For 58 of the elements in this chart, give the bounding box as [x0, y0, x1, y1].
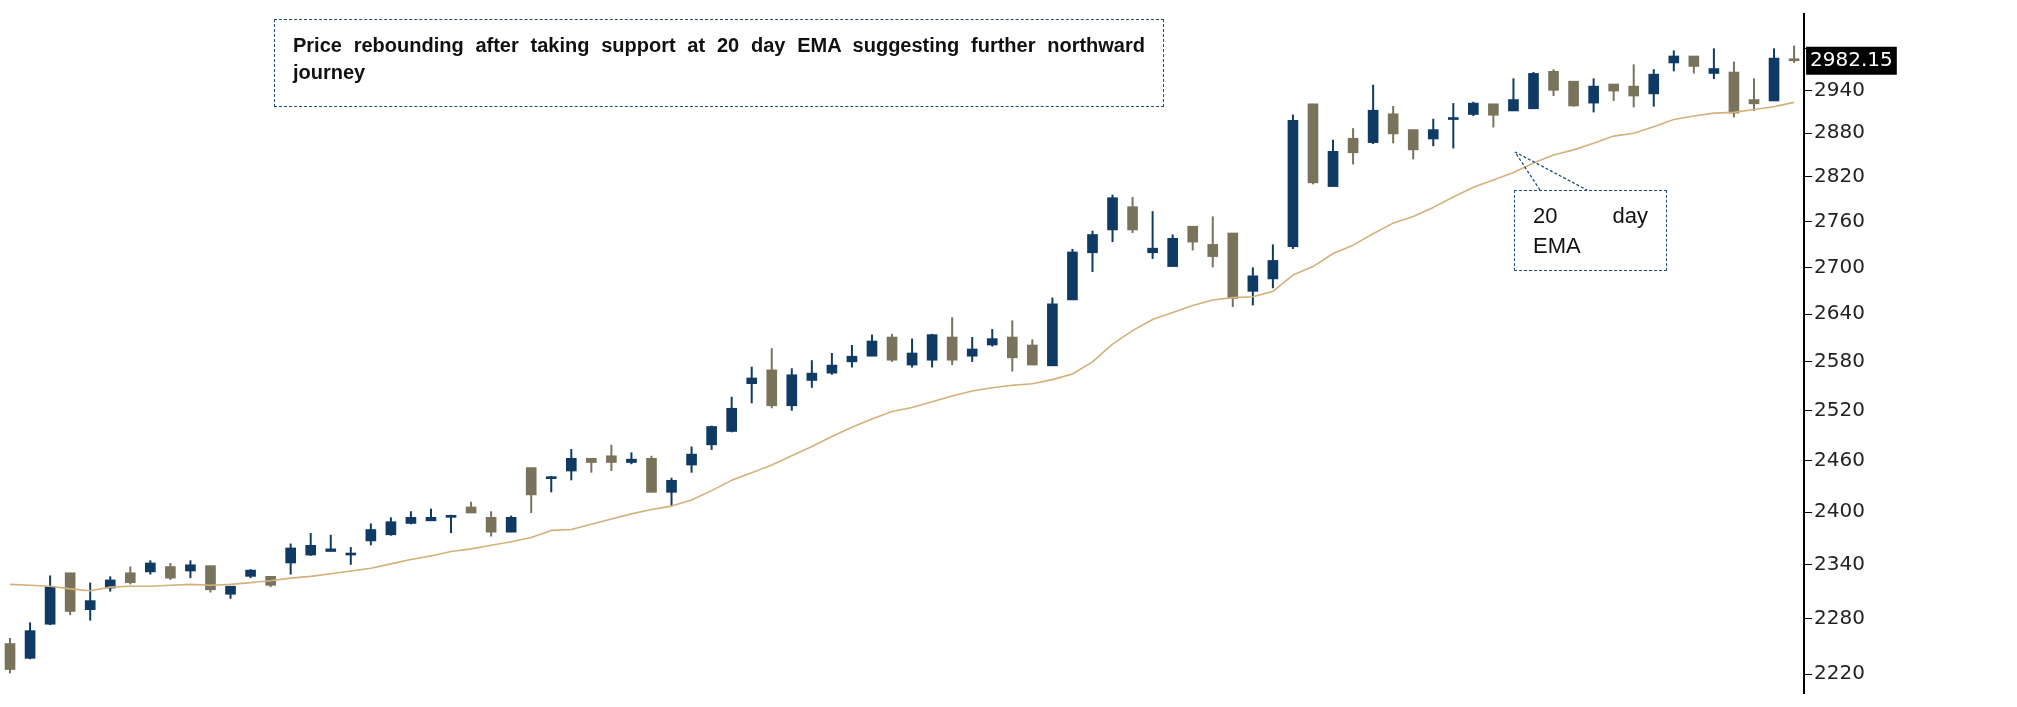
candlestick — [1588, 77, 1599, 114]
candlestick — [666, 476, 677, 508]
candlestick — [1147, 210, 1158, 260]
annotation: 20 day EMA — [1514, 190, 1667, 271]
y-tick-label: 2940 — [1814, 76, 1866, 101]
candlestick — [1187, 225, 1199, 252]
candlestick — [1247, 266, 1259, 307]
y-tick-label: 2820 — [1814, 163, 1866, 188]
candlestick — [1087, 229, 1098, 273]
candlestick — [1668, 49, 1680, 73]
y-tick-label: 2520 — [1814, 396, 1866, 421]
candlestick — [485, 510, 497, 538]
y-tick-label: 2580 — [1814, 348, 1866, 373]
candlestick — [1207, 215, 1219, 269]
candlestick — [706, 424, 717, 451]
candlestick — [1006, 319, 1018, 373]
candlestick — [305, 532, 317, 557]
candlestick — [1407, 128, 1419, 161]
candlestick — [1648, 68, 1660, 108]
candlestick — [285, 542, 296, 576]
candlestick — [1447, 102, 1459, 150]
candlestick — [84, 581, 96, 622]
y-tick-label: 2460 — [1814, 447, 1866, 472]
candlestick — [1628, 63, 1640, 109]
candlestick — [866, 333, 878, 358]
candlestick — [746, 365, 758, 405]
text: 2982.15 — [1810, 46, 1893, 71]
candlestick — [1347, 127, 1359, 166]
candlestick — [1748, 77, 1760, 112]
candlestick — [726, 395, 737, 434]
annotation: Price rebounding after taking support at 20 day EMA suggesting further northward journey — [274, 19, 1164, 107]
y-tick-label: 2760 — [1814, 207, 1866, 232]
candlestick — [1708, 47, 1720, 81]
candlestick — [806, 359, 818, 389]
candlestick — [966, 336, 978, 363]
candlestick — [846, 343, 858, 369]
candlestick — [886, 332, 898, 363]
candlestick — [1027, 338, 1038, 367]
candlestick — [1387, 104, 1399, 145]
candlestick — [1548, 68, 1559, 98]
y-tick-label: 2400 — [1814, 498, 1866, 523]
y-tick-label: 2220 — [1814, 660, 1866, 685]
candlestick — [686, 445, 697, 474]
candlestick — [1508, 77, 1519, 112]
y-tick-label: 2280 — [1814, 604, 1866, 629]
y-tick-label: 2640 — [1814, 300, 1866, 325]
y-tick-label: 2700 — [1814, 253, 1866, 278]
candlestick — [365, 522, 377, 547]
candlestick — [1267, 243, 1279, 290]
candlestick — [565, 448, 577, 482]
candlestick — [606, 443, 617, 472]
candlestick — [1427, 117, 1439, 148]
candlestick — [946, 316, 958, 367]
candlestick — [385, 516, 397, 537]
y-tick-label: 2340 — [1814, 550, 1866, 575]
candlestick — [1127, 195, 1138, 234]
candlestick — [1488, 102, 1499, 129]
y-tick-label: 2880 — [1814, 119, 1866, 144]
